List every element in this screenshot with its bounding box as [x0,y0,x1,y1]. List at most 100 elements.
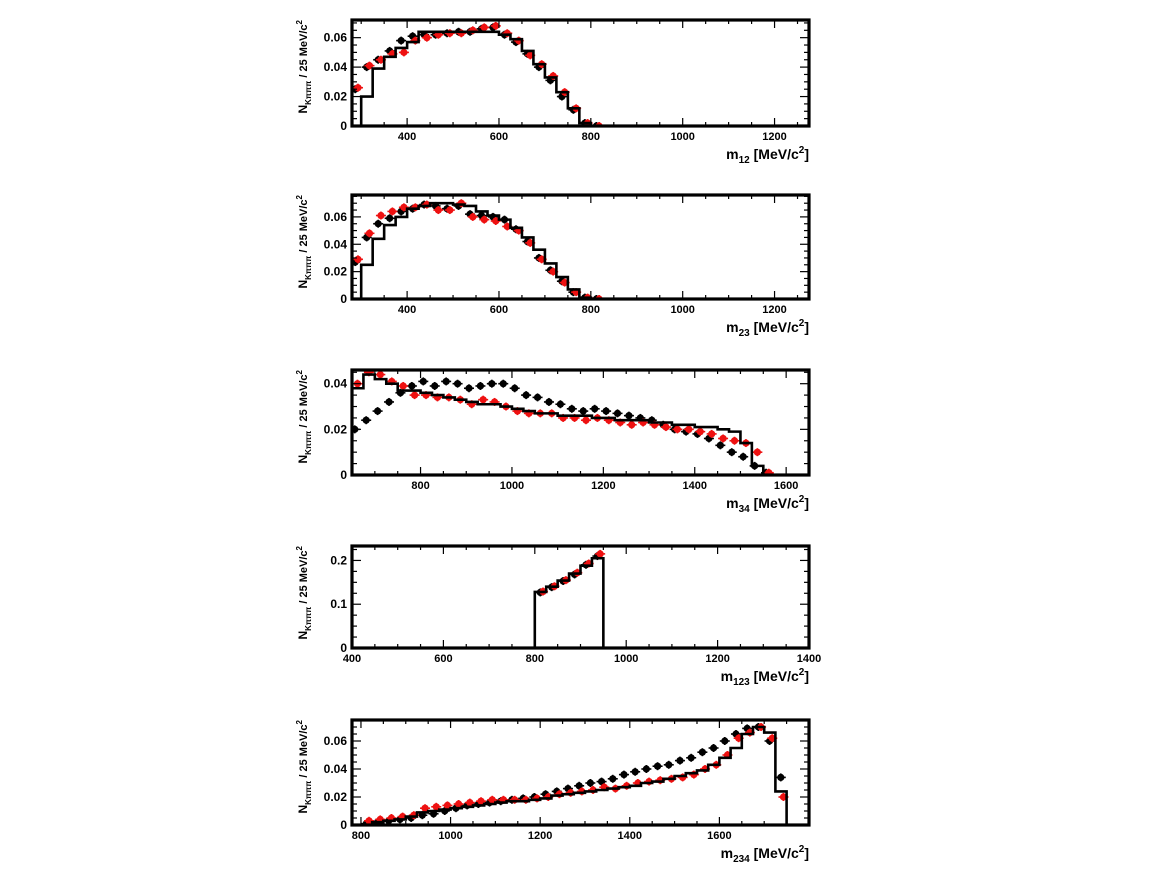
x-label-rest: [MeV/c [750,146,799,162]
y-label-sub: Kπππ [304,781,313,805]
black-data-point [775,773,786,782]
red-data-point [672,425,683,434]
y-label-main: N [296,805,310,814]
red-data-point [420,804,431,813]
red-data-point [444,206,455,215]
y-tick-label: 0 [340,292,347,306]
red-data-point [431,802,442,811]
black-data-point [384,397,395,406]
x-tick-label: 1000 [614,653,638,665]
x-label-end: ] [804,319,809,335]
x-label-main: m [726,495,738,511]
plot-area [352,370,775,475]
y-tick-label: 0.2 [330,553,347,567]
black-data-point [574,781,585,790]
y-label-sup: 2 [295,19,304,24]
y-label-sub: Kπππ [304,256,313,280]
panel-2: 400 600 800 1000 1200 0 0.02 0.04 0.06 m23 [MeV/c… [295,193,811,339]
x-tick-label: 600 [434,653,452,665]
black-data-point [396,36,407,45]
red-data-point [375,55,386,64]
black-data-point [441,377,452,386]
x-label-end: ] [804,495,809,511]
axes-frame [350,368,811,477]
x-tick-label: 1600 [707,830,731,842]
y-tick-label: 0.02 [324,422,348,436]
black-data-point [429,381,440,390]
red-data-point [364,61,375,70]
black-data-point [697,748,708,757]
y-tick-label: 0.1 [330,597,347,611]
x-label-main: m [721,668,733,684]
red-data-point [398,381,409,390]
black-data-point [555,400,566,409]
x-tick-label: 1000 [500,480,524,492]
x-label-sub: 234 [733,854,750,865]
y-label-sub: Kπππ [304,607,313,631]
plot-area [533,549,606,648]
x-tick-label: 800 [582,131,600,143]
red-data-point [525,51,536,60]
red-data-point [421,33,432,42]
y-tick-label: 0.02 [324,790,348,804]
black-data-point [630,767,641,776]
x-tick-label: 1200 [591,480,615,492]
black-data-point [521,391,532,400]
black-data-point [641,765,652,773]
black-data-point [418,377,429,386]
y-tick-label: 0.06 [324,31,348,45]
y-label-rest: / 25 MeV/c [298,724,310,780]
y-tick-label: 0.04 [324,762,348,776]
y-tick-label: 0 [340,641,347,655]
panel-1: 400 600 800 1000 1200 0 0.02 0.04 0.06 m12 [MeV/c… [295,18,811,166]
x-label-sub: 34 [739,504,751,515]
x-label-sup: 2 [799,844,805,855]
red-data-point [695,427,706,436]
y-label-sub: Kπππ [304,431,313,455]
x-tick-label: 800 [582,304,600,316]
x-label-main: m [721,845,733,861]
y-tick-label: 0.04 [324,60,348,74]
x-label-end: ] [804,146,809,162]
x-tick-label: 1200 [762,304,786,316]
x-label-sup: 2 [799,667,805,678]
black-data-point [532,393,543,402]
y-tick-label: 0 [340,468,347,482]
x-label-main: m [726,146,738,162]
y-label-rest: / 25 MeV/c [298,550,310,606]
x-label-sup: 2 [799,318,805,329]
red-data-point [387,207,398,216]
x-label-rest: [MeV/c [750,845,799,861]
black-data-point [486,379,497,388]
red-data-point [660,423,671,432]
y-label-sub: Kπππ [304,81,313,105]
red-data-point [398,203,409,212]
red-data-point [559,278,570,287]
black-data-point [463,384,474,393]
y-label-main: N [296,455,310,464]
axes-frame [350,18,811,128]
y-tick-label: 0.02 [324,90,348,104]
y-label-sup: 2 [295,194,304,199]
x-tick-label: 1400 [797,653,821,665]
red-data-point [580,416,591,425]
red-data-point [683,425,694,434]
x-axis-label: m234 [MeV/c2] [721,844,809,865]
x-tick-label: 1600 [774,480,798,492]
black-data-point [726,448,737,457]
black-data-point [373,219,384,228]
black-data-point [715,441,726,450]
red-data-point [409,391,420,400]
black-data-point [566,404,577,413]
y-tick-label: 0 [340,818,347,832]
red-data-point [476,797,487,806]
histogram-line [370,725,788,825]
y-axis-label: NKπππ / 25 MeV/c2 [295,194,313,288]
red-data-point [364,229,375,238]
axes-frame [350,193,811,301]
y-label-sup: 2 [295,719,304,724]
black-data-point [475,381,486,390]
x-label-sup: 2 [799,145,805,156]
panel-5: 800 1000 1200 1400 1600 0 0.02 0.04 0.06 m234 [Me… [295,718,811,865]
